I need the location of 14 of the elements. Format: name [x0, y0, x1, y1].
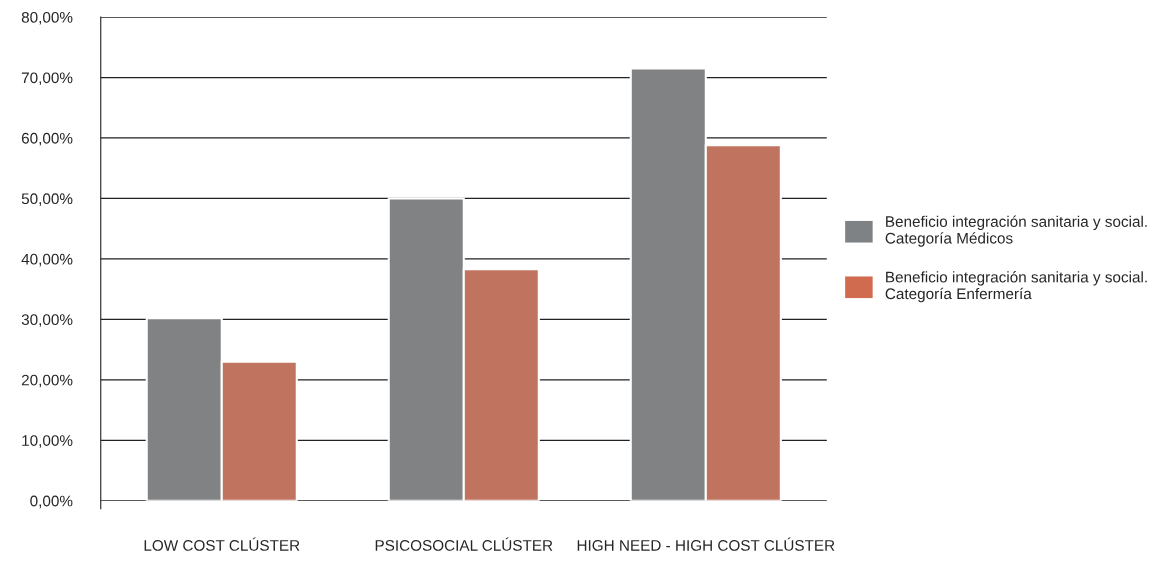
y-tick-label: 20,00%: [21, 374, 73, 388]
y-tick-label: 60,00%: [21, 132, 73, 146]
x-tick-label: HIGH NEED - HIGH COST CLÚSTER: [577, 537, 835, 551]
x-tick-label: PSICOSOCIAL CLÚSTER: [375, 537, 553, 551]
y-tick-label: 50,00%: [21, 193, 73, 206]
y-tick-label: 30,00%: [21, 314, 73, 327]
y-tick-label: 40,00%: [21, 253, 73, 267]
y-tick-label: 70,00%: [21, 72, 73, 86]
y-tick-label: 10,00%: [22, 435, 73, 448]
y-tick-label: 80,00%: [21, 11, 73, 25]
x-tick-label: LOW COST CLÚSTER: [144, 537, 300, 551]
y-tick-label: 0,00%: [30, 495, 73, 509]
legend-label: Beneficio integración sanitaria y social. Categoría Enfermería: [885, 271, 1147, 303]
legend-label: Beneficio integración sanitaria y social. Categoría Médicos: [885, 215, 1147, 247]
